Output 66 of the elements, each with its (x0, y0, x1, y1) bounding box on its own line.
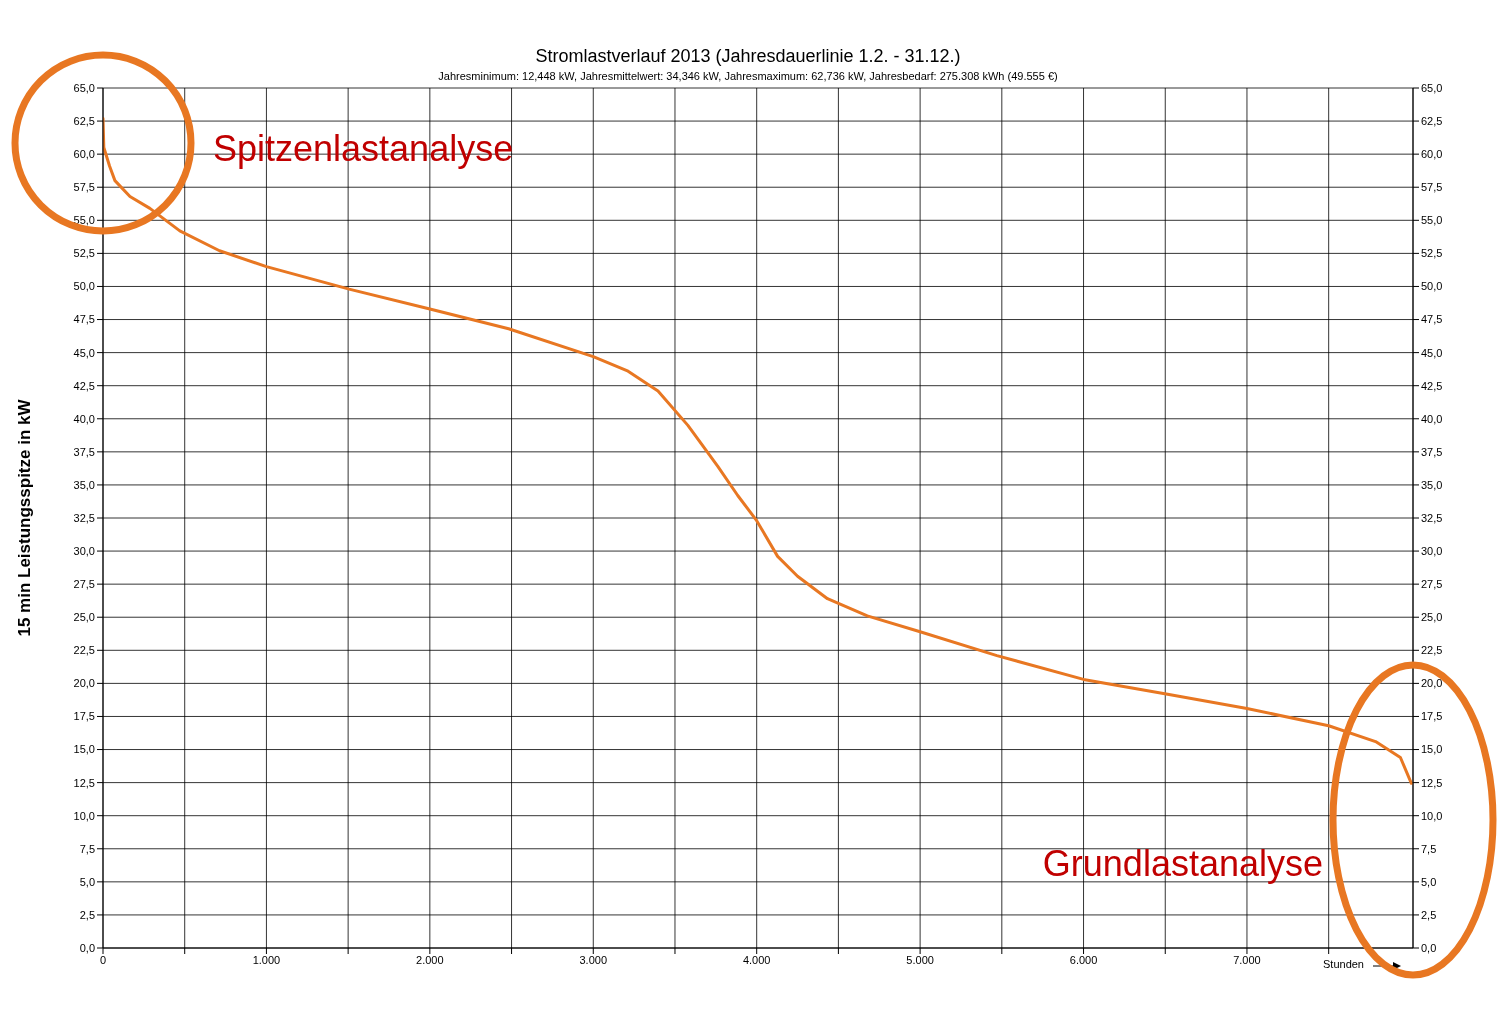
x-tick-label: 1.000 (252, 953, 281, 966)
y2-tick-label: 30,0 (1421, 544, 1443, 557)
y-tick-label: 52,5 (73, 247, 95, 260)
x-tick-label: 2.000 (416, 953, 444, 966)
y-tick-label: 12,5 (73, 776, 95, 789)
y-tick-label: 22,5 (73, 644, 95, 657)
y-tick-label: 35,0 (73, 478, 95, 491)
y-tick-label: 50,0 (73, 280, 95, 293)
y-tick-label: 62,5 (73, 114, 95, 127)
y2-tick-label: 0,0 (1421, 941, 1437, 954)
y2-tick-label: 25,0 (1421, 611, 1443, 624)
y2-tick-label: 35,0 (1421, 478, 1443, 491)
y2-tick-label: 7,5 (1421, 842, 1437, 855)
y2-tick-label: 32,5 (1421, 511, 1443, 524)
y2-tick-label: 55,0 (1421, 214, 1443, 227)
y2-tick-label: 47,5 (1421, 313, 1443, 326)
y-tick-label: 32,5 (73, 511, 95, 524)
y2-tick-label: 10,0 (1421, 809, 1443, 822)
y2-tick-label: 5,0 (1421, 875, 1437, 888)
y2-tick-label: 50,0 (1421, 280, 1443, 293)
y-tick-label: 2,5 (79, 908, 95, 921)
x-tick-label: 4.000 (742, 953, 771, 966)
y2-tick-label: 57,5 (1421, 181, 1443, 194)
y-axis-title: 15 min Leistungsspitze in kW (15, 399, 35, 637)
y2-tick-label: 45,0 (1421, 346, 1443, 359)
y-tick-label: 20,0 (73, 677, 95, 690)
y-tick-label: 55,0 (73, 214, 95, 227)
y2-tick-label: 40,0 (1421, 412, 1443, 425)
y2-tick-label: 62,5 (1421, 114, 1443, 127)
y-tick-label: 37,5 (73, 445, 95, 458)
y2-tick-label: 52,5 (1421, 247, 1443, 260)
y2-tick-label: 60,0 (1421, 148, 1443, 161)
y-tick-label: 60,0 (73, 148, 95, 161)
y-tick-label: 17,5 (73, 710, 95, 723)
y-tick-label: 27,5 (73, 578, 95, 591)
x-tick-label: 3.000 (579, 953, 608, 966)
x-axis-title: Stunden (1323, 958, 1364, 970)
x-tick-label: 0 (99, 953, 107, 966)
y2-tick-label: 22,5 (1421, 644, 1443, 657)
y-tick-label: 15,0 (73, 743, 95, 756)
y-tick-label: 40,0 (73, 412, 95, 425)
y-tick-label: 42,5 (73, 379, 95, 392)
y2-tick-label: 15,0 (1421, 743, 1443, 756)
y2-tick-label: 12,5 (1421, 776, 1443, 789)
x-tick-label: 6.000 (1069, 953, 1098, 966)
y2-tick-label: 65,0 (1421, 81, 1443, 94)
y2-tick-label: 17,5 (1421, 710, 1443, 723)
y-tick-label: 0,0 (79, 941, 95, 954)
y-tick-label: 10,0 (73, 809, 95, 822)
y-tick-label: 57,5 (73, 181, 95, 194)
y-tick-label: 45,0 (73, 346, 95, 359)
x-tick-label: 7.000 (1233, 953, 1261, 966)
chart-subtitle: Jahresminimum: 12,448 kW, Jahresmittelwert: 34,346 kW, Jahresmaximum: 62,736 kW, Jahresbedarf: 275.308 kWh (49.555 €) (437, 70, 1059, 82)
y-tick-label: 5,0 (79, 875, 95, 888)
y-tick-label: 65,0 (73, 81, 95, 94)
y2-tick-label: 2,5 (1421, 908, 1437, 921)
y2-tick-label: 27,5 (1421, 578, 1443, 591)
y-tick-label: 30,0 (73, 544, 95, 557)
y-tick-label: 7,5 (79, 842, 95, 855)
x-tick-label: 5.000 (906, 953, 934, 966)
y2-tick-label: 37,5 (1421, 445, 1443, 458)
y-tick-label: 47,5 (73, 313, 95, 326)
y-tick-label: 25,0 (73, 611, 95, 624)
chart-title: Stromlastverlauf 2013 (Jahresdauerlinie 1.2. - 31.12.) (534, 46, 962, 67)
y2-tick-label: 42,5 (1421, 379, 1443, 392)
y2-tick-label: 20,0 (1421, 677, 1443, 690)
